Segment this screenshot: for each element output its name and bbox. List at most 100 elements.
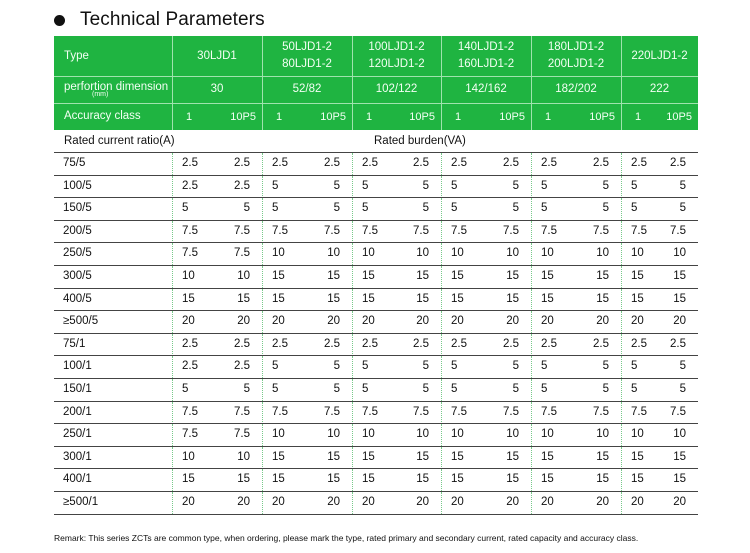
rated-current-ratio: 300/1: [63, 450, 92, 463]
rated-burden-value: 7.5: [182, 247, 198, 260]
rated-burden-value: 20: [182, 315, 195, 328]
rated-burden-value: 5: [602, 202, 609, 215]
table-row: 300/1 10 10 15 15 15 15 15 15 15 15 15 15: [54, 445, 698, 469]
rated-burden-value: 15: [451, 292, 464, 305]
column-divider: [352, 175, 353, 198]
rated-burden-value: 20: [673, 496, 686, 508]
header-divider-v: [621, 36, 622, 130]
rated-burden-value: 15: [237, 473, 250, 486]
column-divider: [172, 243, 173, 266]
rated-current-ratio: 150/5: [63, 202, 92, 215]
rated-current-ratio: 200/5: [63, 224, 92, 237]
rated-burden-value: 5: [362, 179, 369, 192]
rated-burden-value: 10: [182, 450, 195, 463]
column-divider: [441, 175, 442, 198]
rated-burden-value: 20: [416, 496, 429, 508]
rated-burden-value: 20: [327, 315, 340, 328]
column-divider: [441, 401, 442, 424]
rated-burden-value: 5: [243, 383, 250, 395]
rated-burden-value: 20: [506, 496, 519, 508]
rated-burden-value: 5: [422, 179, 429, 192]
accuracy-label-text: Accuracy class: [64, 110, 141, 122]
accuracy-class-1: 1: [545, 111, 552, 123]
rated-burden-value: 15: [272, 270, 285, 282]
rated-burden-value: 2.5: [413, 157, 429, 169]
header-divider-v: [531, 36, 532, 130]
rated-burden-value: 15: [451, 450, 464, 463]
table-row: 200/5 7.5 7.5 7.5 7.5 7.5 7.5 7.5 7.5 7.5 7.5 7.5 7.…: [54, 219, 698, 243]
rated-burden-value: 10: [327, 428, 340, 441]
remark-note: Remark: This series ZCTs are common type…: [54, 533, 639, 543]
rated-burden-value: 20: [237, 496, 250, 508]
header-divider-v: [352, 36, 353, 130]
rated-burden-value: 15: [506, 292, 519, 305]
column-divider: [621, 311, 622, 334]
header-divider-v: [172, 36, 173, 130]
column-divider: [172, 469, 173, 492]
rated-burden-value: 15: [416, 450, 429, 463]
rated-current-ratio: 400/1: [63, 473, 92, 486]
column-divider: [262, 446, 263, 469]
table-row: 250/1 7.5 7.5 10 10 10 10 10 10 10 10 10 10: [54, 423, 698, 447]
column-divider: [441, 424, 442, 447]
table-row: 200/1 7.5 7.5 7.5 7.5 7.5 7.5 7.5 7.5 7.5 7.5 7.5 7.…: [54, 400, 698, 424]
rated-burden-value: 20: [451, 496, 464, 508]
rated-burden-value: 20: [596, 496, 609, 508]
column-divider: [621, 446, 622, 469]
type-name: 100LJD1-2: [368, 41, 425, 53]
rated-burden-value: 2.5: [182, 360, 198, 373]
rated-burden-value: 10: [272, 428, 285, 441]
rated-burden-value: 20: [416, 315, 429, 328]
rated-burden-value: 7.5: [670, 405, 686, 418]
rated-burden-value: 2.5: [324, 157, 340, 169]
column-divider: [441, 153, 442, 175]
rated-burden-value: 15: [272, 292, 285, 305]
rated-burden-value: 2.5: [272, 337, 288, 350]
rated-burden-value: 5: [602, 179, 609, 192]
column-divider: [621, 266, 622, 288]
rated-burden-value: 10: [631, 247, 644, 260]
column-divider: [262, 492, 263, 514]
accuracy-class-10p5: 10P5: [499, 111, 525, 123]
column-divider: [172, 175, 173, 198]
rated-burden-value: 5: [679, 360, 686, 373]
rated-burden-value: 5: [679, 202, 686, 215]
rated-burden-value: 15: [416, 292, 429, 305]
column-divider: [172, 333, 173, 356]
accuracy-class-10p5: 10P5: [589, 111, 615, 123]
header-divider-h: [54, 76, 698, 77]
column-divider: [172, 401, 173, 424]
rated-burden-value: 7.5: [451, 405, 467, 418]
dimension-value: 142/162: [441, 76, 531, 103]
rated-current-ratio: 250/1: [63, 428, 92, 441]
column-divider: [172, 424, 173, 447]
rated-current-ratio: 150/1: [63, 383, 92, 395]
column-divider: [172, 220, 173, 243]
rated-burden-value: 10: [237, 450, 250, 463]
column-divider: [262, 266, 263, 288]
table-row: 150/5 5 5 5 5 5 5 5 5 5 5 5 5: [54, 197, 698, 221]
dimension-value: 52/82: [262, 76, 352, 103]
rated-burden-value: 15: [673, 473, 686, 486]
rated-burden-value: 10: [631, 428, 644, 441]
rated-burden-value: 15: [596, 292, 609, 305]
type-name-cell: 140LJD1-2 160LJD1-2: [441, 36, 531, 76]
type-name: 180LJD1-2: [547, 41, 605, 53]
rated-burden-value: 5: [243, 202, 250, 215]
rated-burden-value: 2.5: [670, 337, 686, 350]
rated-current-ratio: ≥500/5: [63, 315, 99, 328]
column-divider: [531, 401, 532, 424]
column-divider: [172, 492, 173, 514]
dimension-label-text: perfortion dimension: [64, 81, 169, 93]
rated-burden-value: 7.5: [631, 224, 647, 237]
type-label: Type: [54, 36, 172, 76]
accuracy-class-1: 1: [276, 111, 283, 123]
type-name: 160LJD1-2: [457, 58, 515, 70]
type-name: 220LJD1-2: [631, 49, 688, 62]
rated-burden-value: 7.5: [362, 224, 378, 237]
header-grid: Type perfortion dimension (mm) Accuracy …: [54, 36, 698, 130]
column-divider: [531, 198, 532, 221]
rated-burden-value: 7.5: [272, 224, 288, 237]
column-divider: [262, 333, 263, 356]
rated-burden-value: 7.5: [182, 224, 198, 237]
